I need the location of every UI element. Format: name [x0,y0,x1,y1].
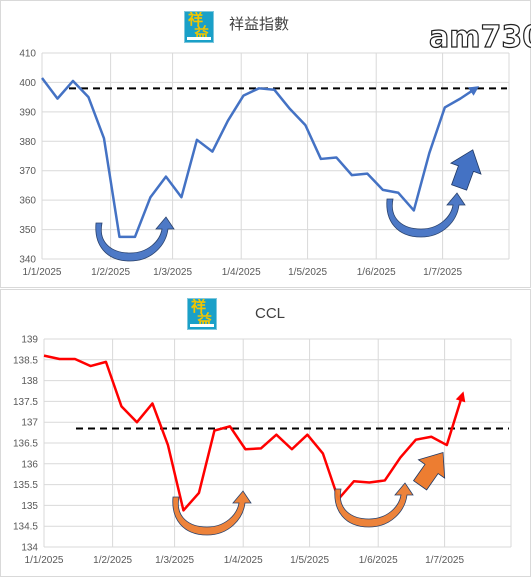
y-tick-label: 400 [19,78,36,89]
y-tick-label: 136 [21,459,38,470]
y-tick-label: 350 [19,225,36,236]
x-tick-label: 1/7/2025 [423,267,462,278]
series-end-arrowhead [455,391,466,403]
y-tick-label: 370 [19,166,36,177]
chart-panel-index: 祥 益 祥益指數 am730 340 350 360 370 380 390 400 410 1… [0,0,531,288]
logo-glyph: 益 [194,24,210,42]
curved-arrow-body [334,482,414,528]
watermark-text: am730 [429,20,531,53]
y-tick-label: 380 [19,137,36,148]
chart-title: CCL [255,305,286,322]
logo-glyph: 祥 [191,298,207,315]
x-tick-label: 1/1/2025 [25,555,64,566]
curved-turn-arrow [95,216,175,262]
y-tick-label: 410 [19,49,36,60]
y-tick-label: 340 [19,255,36,266]
x-tick-label: 1/6/2025 [359,555,398,566]
up-trend-arrow [412,452,446,491]
y-tick-label: 134.5 [13,522,38,533]
x-tick-label: 1/1/2025 [23,267,62,278]
y-tick-label: 134 [21,543,38,554]
x-tick-label: 1/4/2025 [224,555,263,566]
x-tick-label: 1/5/2025 [288,267,327,278]
logo-bar [190,324,214,327]
y-tick-label: 390 [19,107,36,118]
company-logo: 祥 益 [184,11,214,43]
curved-arrow-body [172,490,252,536]
company-logo: 祥 益 [187,298,217,330]
up-arrow-body [449,149,482,191]
y-tick-label: 135 [21,501,38,512]
y-tick-label: 135.5 [13,480,38,491]
x-tick-label: 1/3/2025 [153,267,192,278]
up-trend-arrow [449,149,482,191]
series-end-arrowhead [468,86,480,96]
watermark-logo: am730 [428,19,531,53]
x-tick-label: 1/7/2025 [425,555,464,566]
x-tick-label: 1/2/2025 [91,267,130,278]
chart-panel-ccl: 祥 益 CCL 134 134.5 135 135.5 136 136.5 137 137.5… [0,289,531,577]
line-chart-index: 340 350 360 370 380 390 400 410 1/1/2025 1/2/2025… [19,49,510,278]
logo-glyph: 祥 [188,11,204,28]
y-tick-label: 139 [21,335,38,346]
y-tick-label: 138.5 [13,355,38,366]
curved-turn-arrow [386,192,466,238]
curved-turn-arrow [334,482,414,528]
x-tick-label: 1/4/2025 [222,267,261,278]
line-chart-ccl: 134 134.5 135 135.5 136 136.5 137 137.5 138 138.5… [13,335,512,566]
x-tick-label: 1/6/2025 [357,267,396,278]
series-line [43,354,464,512]
series-line [41,77,477,239]
x-tick-label: 1/5/2025 [290,555,329,566]
x-tick-label: 1/3/2025 [155,555,194,566]
up-arrow-body [412,452,446,491]
curved-arrow-body [95,216,175,262]
curved-turn-arrow [172,490,252,536]
chart-title: 祥益指數 [229,16,290,33]
y-tick-label: 138 [21,376,38,387]
curved-arrow-body [386,192,466,238]
logo-bar [187,37,211,40]
y-tick-label: 137.5 [13,397,38,408]
y-tick-label: 136.5 [13,439,38,450]
x-tick-label: 1/2/2025 [93,555,132,566]
logo-glyph: 益 [197,311,213,329]
y-tick-label: 137 [21,418,38,429]
y-tick-label: 360 [19,196,36,207]
